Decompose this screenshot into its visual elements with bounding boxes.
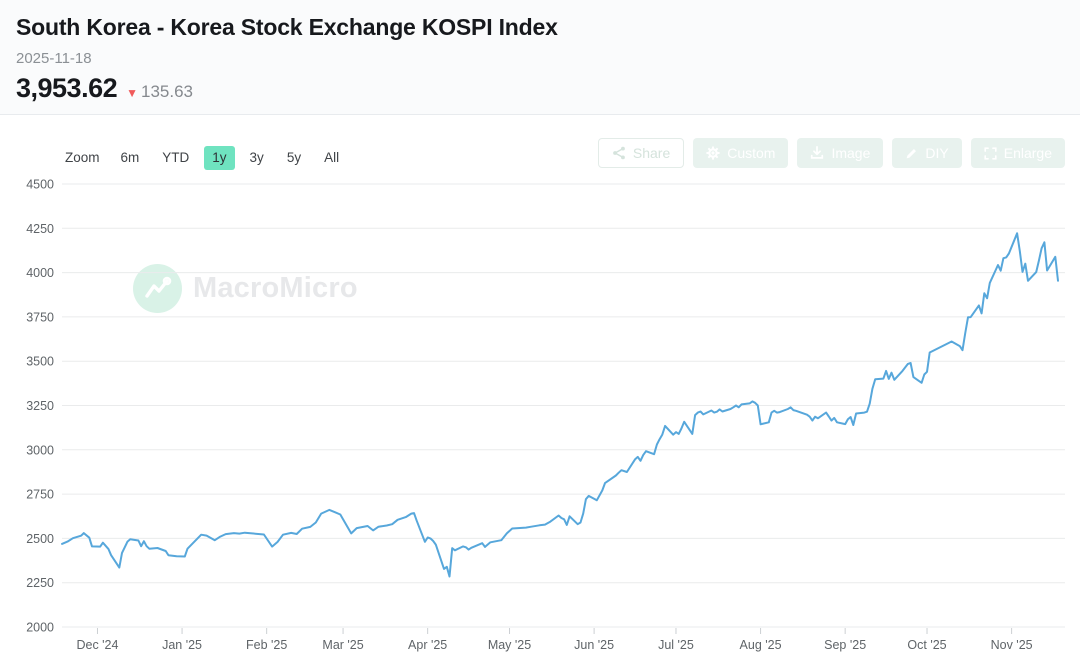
svg-text:4000: 4000 — [26, 266, 54, 280]
range-button-1y[interactable]: 1y — [204, 146, 235, 170]
svg-text:4250: 4250 — [26, 222, 54, 236]
quote-row: 3,953.62 ▼ 135.63 — [16, 73, 1064, 104]
share-icon — [612, 146, 626, 160]
diy-button[interactable]: DIY — [892, 138, 962, 168]
range-button-6m[interactable]: 6m — [113, 146, 148, 170]
svg-text:Dec '24: Dec '24 — [76, 638, 118, 652]
diy-button-label: DIY — [925, 145, 949, 161]
image-button[interactable]: Image — [797, 138, 884, 168]
share-button[interactable]: Share — [597, 138, 685, 168]
range-button-ytd[interactable]: YTD — [154, 146, 197, 170]
svg-text:Sep '25: Sep '25 — [824, 638, 866, 652]
download-icon — [810, 146, 824, 160]
page-title: South Korea - Korea Stock Exchange KOSPI… — [16, 14, 558, 40]
svg-text:3000: 3000 — [26, 443, 54, 457]
share-button-label: Share — [632, 145, 671, 161]
svg-text:Mar '25: Mar '25 — [322, 638, 363, 652]
svg-text:3250: 3250 — [26, 399, 54, 413]
svg-text:2500: 2500 — [26, 532, 54, 546]
range-button-5y[interactable]: 5y — [279, 146, 309, 170]
image-button-label: Image — [831, 145, 871, 161]
svg-text:May '25: May '25 — [488, 638, 531, 652]
expand-icon — [984, 146, 997, 160]
svg-text:Jul '25: Jul '25 — [658, 638, 694, 652]
svg-text:2750: 2750 — [26, 488, 54, 502]
enlarge-button[interactable]: Enlarge — [970, 138, 1065, 168]
down-triangle-icon: ▼ — [126, 86, 138, 100]
svg-text:Nov '25: Nov '25 — [991, 638, 1033, 652]
svg-text:3750: 3750 — [26, 310, 54, 324]
svg-text:Apr '25: Apr '25 — [408, 638, 447, 652]
svg-text:Jun '25: Jun '25 — [574, 638, 614, 652]
svg-text:Aug '25: Aug '25 — [740, 638, 782, 652]
custom-button[interactable]: Custom — [693, 138, 789, 168]
svg-text:3500: 3500 — [26, 355, 54, 369]
svg-text:2000: 2000 — [26, 621, 54, 635]
quote-date: 2025-11-18 — [16, 50, 92, 67]
zoom-label: Zoom — [65, 150, 100, 166]
svg-text:2250: 2250 — [26, 576, 54, 590]
svg-text:Jan '25: Jan '25 — [162, 638, 202, 652]
range-selector: Zoom 6m YTD 1y 3y 5y All — [65, 146, 347, 170]
chart-toolbar: Zoom 6m YTD 1y 3y 5y All Share — [0, 138, 1080, 172]
range-button-all[interactable]: All — [316, 146, 347, 170]
gear-icon — [706, 146, 720, 160]
svg-text:Oct '25: Oct '25 — [907, 638, 946, 652]
svg-text:4500: 4500 — [26, 178, 54, 192]
enlarge-button-label: Enlarge — [1003, 145, 1052, 161]
chart-actions: Share Custom — [597, 138, 1065, 168]
custom-button-label: Custom — [727, 145, 776, 161]
quote-change: 135.63 — [141, 82, 193, 101]
svg-text:Feb '25: Feb '25 — [246, 638, 287, 652]
pencil-icon — [905, 147, 918, 160]
quote-value: 3,953.62 — [16, 73, 118, 103]
range-button-3y[interactable]: 3y — [242, 146, 272, 170]
chart-header: South Korea - Korea Stock Exchange KOSPI… — [0, 0, 1080, 115]
